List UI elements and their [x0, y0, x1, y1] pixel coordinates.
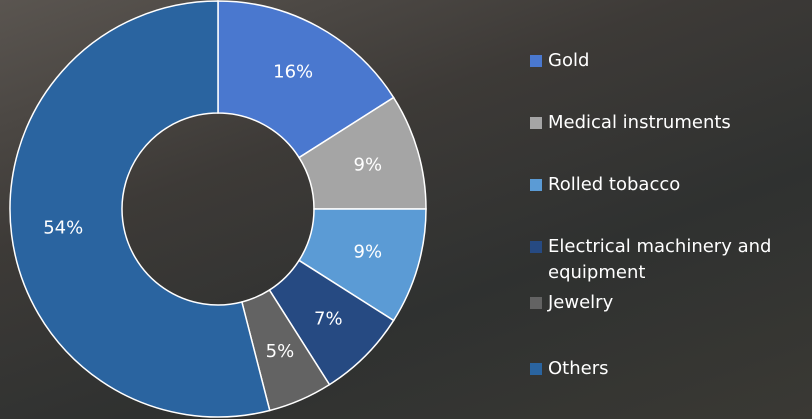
legend-item: Gold [530, 48, 803, 74]
data-label: 7% [314, 308, 343, 329]
legend-swatch [530, 179, 542, 191]
slice [217, 0, 395, 159]
legend-item: Rolled tobacco [530, 172, 803, 198]
legend-label: Electrical machinery and equipment [548, 236, 772, 283]
legend-item: Others [530, 356, 803, 382]
legend-swatch [530, 241, 542, 253]
legend-label: Gold [548, 50, 590, 71]
legend-item: Jewelry [530, 290, 803, 316]
data-label: 5% [266, 341, 295, 362]
data-label: 9% [354, 154, 383, 175]
data-label: 9% [354, 242, 383, 263]
legend-swatch [530, 55, 542, 67]
data-label: 54% [43, 218, 83, 239]
slice [9, 0, 271, 418]
legend-label: Rolled tobacco [548, 174, 681, 195]
data-label: 16% [273, 61, 313, 82]
legend-swatch [530, 297, 542, 309]
legend-swatch [530, 117, 542, 129]
legend-item: Electrical machinery and equipment [530, 234, 803, 286]
legend-swatch [530, 363, 542, 375]
legend-label: Medical instruments [548, 112, 731, 133]
legend-label: Jewelry [548, 292, 614, 313]
legend-item: Medical instruments [530, 110, 803, 136]
legend-label: Others [548, 358, 609, 379]
